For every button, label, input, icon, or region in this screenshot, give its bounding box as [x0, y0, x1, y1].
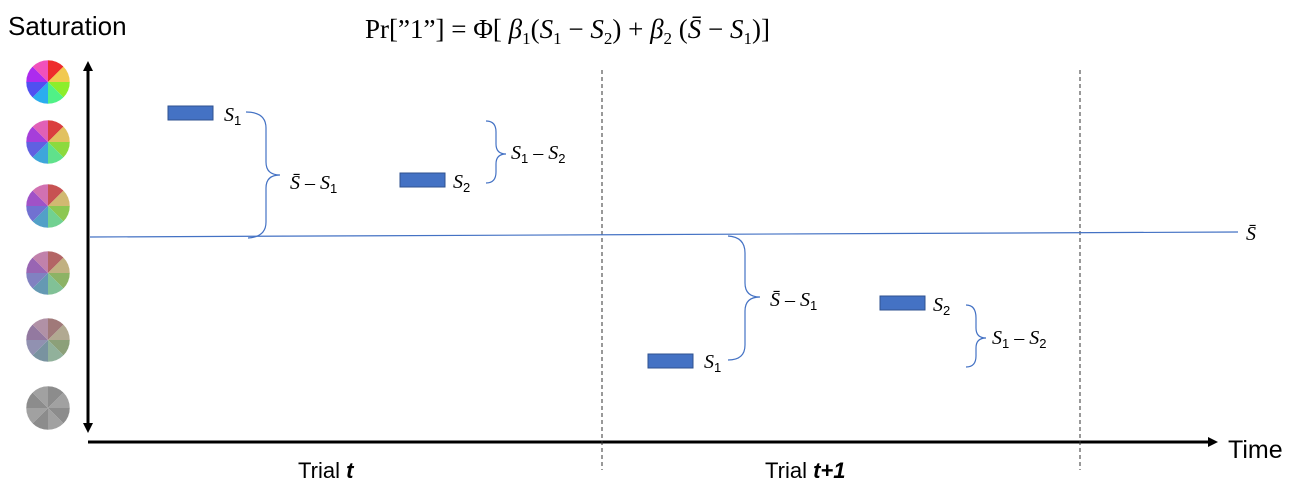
saturation-wheel-segment: [48, 273, 70, 289]
trial1-s1-label: S1: [224, 104, 241, 128]
trial1-s2-bar: [399, 172, 446, 188]
saturation-wheel-segment: [48, 190, 70, 206]
formula-beta1-sub: 1: [522, 29, 531, 48]
saturation-wheel-segment: [25, 392, 48, 408]
saturation-wheel-segment: [25, 340, 48, 356]
saturation-wheel-segment: [48, 66, 70, 82]
saturation-wheel-segment: [48, 273, 64, 295]
formula-pr: Pr: [365, 14, 389, 44]
saturation-wheel-segment: [25, 324, 48, 340]
saturation-wheel-icon: [25, 385, 71, 431]
trial2-s1-label: S1: [704, 351, 721, 375]
x-axis-label: Time: [1228, 436, 1283, 464]
saturation-wheel-segment: [48, 184, 64, 206]
saturation-wheel-segment: [48, 126, 70, 142]
trial2-s1-minus-s2: S1 – S2: [992, 327, 1046, 351]
formula-beta1: β: [508, 14, 523, 44]
saturation-wheel-segment: [25, 190, 48, 206]
saturation-wheel-segment: [32, 273, 48, 295]
trial1-label: Trial t: [298, 458, 355, 483]
saturation-wheel-segment: [48, 60, 64, 82]
saturation-wheel-segment: [48, 318, 64, 340]
saturation-wheel-segment: [48, 120, 64, 142]
y-axis-label: Saturation: [8, 11, 127, 41]
saturation-wheel-segment: [48, 250, 64, 273]
saturation-wheel-segment: [25, 126, 48, 142]
saturation-wheel-segment: [32, 142, 48, 165]
formula-beta2: β: [649, 14, 664, 44]
saturation-wheel-segment: [25, 82, 48, 98]
saturation-wheel-icon: [25, 250, 71, 296]
formula-s1: S: [540, 14, 554, 44]
saturation-wheels: [25, 59, 71, 431]
saturation-wheel-segment: [32, 82, 48, 104]
mean-line: [89, 231, 1239, 238]
saturation-wheel-segment: [32, 340, 48, 362]
saturation-wheel-segment: [48, 408, 64, 430]
saturation-wheel-segment: [32, 120, 48, 142]
saturation-wheel-icon: [25, 59, 71, 105]
saturation-wheel-segment: [32, 60, 48, 82]
trial1-brace-s1-s2: [485, 120, 507, 184]
saturation-wheel-segment: [48, 324, 70, 340]
saturation-wheel-segment: [25, 142, 48, 158]
trial1-sbar-minus-s1: S̄ – S1: [290, 172, 337, 196]
trial1-brace-sbar-s1: [245, 111, 281, 239]
saturation-wheel-icon: [25, 119, 71, 165]
trial2-brace-sbar-s1: [727, 235, 761, 361]
trial2-label: Trial t+1: [765, 458, 846, 483]
saturation-wheel-segment: [32, 251, 48, 273]
trial2-s2-label: S2: [933, 294, 950, 318]
trial1-s1-minus-s2: S1 – S2: [511, 142, 565, 166]
trial2-sbar-minus-s1: S̄ – S1: [770, 289, 817, 313]
saturation-wheel-segment: [32, 318, 48, 340]
saturation-wheel-icon: [25, 317, 71, 363]
saturation-wheel-segment: [48, 385, 64, 408]
saturation-wheel-segment: [32, 206, 48, 228]
formula-sbar: S̄: [688, 14, 702, 44]
saturation-wheel-segment: [48, 142, 70, 158]
saturation-wheel-segment: [32, 184, 48, 206]
saturation-wheel-segment: [48, 206, 70, 222]
saturation-wheel-segment: [48, 206, 64, 228]
saturation-wheel-segment: [48, 257, 70, 273]
saturation-wheel-segment: [48, 82, 64, 104]
saturation-wheel-segment: [25, 273, 48, 289]
saturation-wheel-segment: [48, 340, 64, 362]
mean-label: S̄: [1246, 223, 1256, 245]
saturation-wheel-segment: [25, 257, 48, 273]
saturation-wheel-segment: [32, 386, 48, 408]
trial2-s2-bar: [879, 295, 926, 311]
saturation-wheel-segment: [48, 82, 70, 98]
saturation-wheel-segment: [48, 340, 70, 356]
saturation-wheel-segment: [48, 408, 70, 424]
saturation-wheel-segment: [25, 66, 48, 82]
saturation-wheel-segment: [25, 206, 48, 222]
saturation-wheel-icon: [25, 183, 71, 229]
trial1-s2-label: S2: [453, 171, 470, 195]
formula-open: [”1”] = Φ[: [389, 14, 509, 44]
saturation-wheel-segment: [48, 392, 70, 408]
saturation-wheel-segment: [48, 142, 64, 164]
formula: Pr[”1”] = Φ[ β1(S1 − S2) + β2 (S̄ − S1)]: [365, 14, 770, 48]
saturation-wheel-segment: [25, 408, 48, 424]
trial1-s1-bar: [167, 105, 214, 121]
trial2-s1-bar: [647, 353, 694, 369]
trial2-brace-s1-s2: [965, 304, 987, 368]
saturation-wheel-segment: [32, 408, 48, 430]
